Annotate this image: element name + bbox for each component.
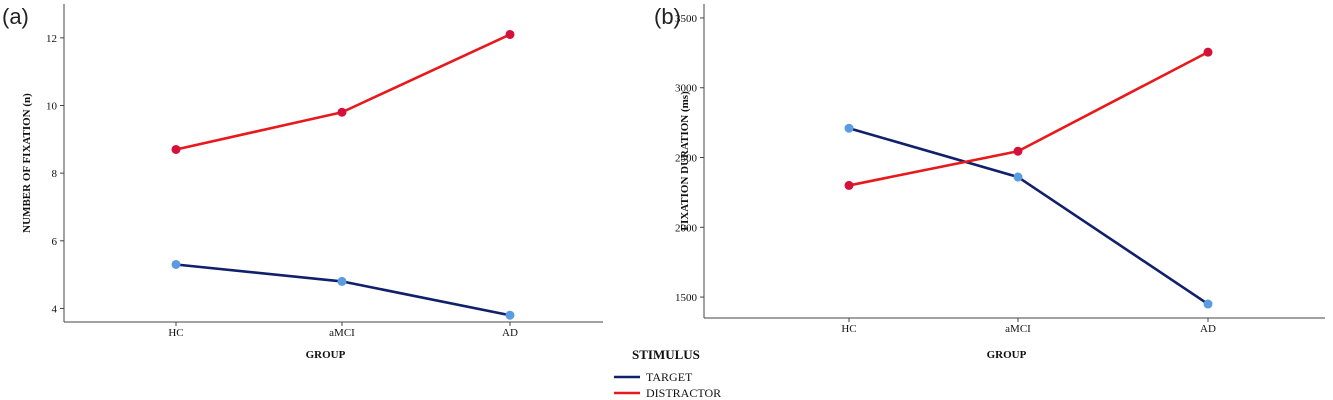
panel-a-point-distractor xyxy=(337,107,347,117)
legend-label-distractor: DISTRACTOR xyxy=(646,386,721,400)
chart-panels: (a) 4 6 8 10 12 HC aMCI AD GROUP NUMBER OF FIXATIO… xyxy=(2,4,1325,361)
panel-b-series-line-target xyxy=(848,126,1209,306)
panel-b-point-distractor xyxy=(1203,47,1213,57)
panel-a-x-axis-title: GROUP xyxy=(306,349,346,361)
panel-a-y-tick-label: 10 xyxy=(46,100,58,112)
panel-a-point-distractor xyxy=(171,144,181,154)
panel-a-series-line-distractor xyxy=(175,33,511,151)
panel-b-x-tick-label: AD xyxy=(1200,323,1216,335)
panel-a-x-tick-label: HC xyxy=(168,327,183,339)
panel-a-y-tick-label: 6 xyxy=(52,236,58,248)
panel-a-point-target xyxy=(171,259,181,269)
panel-b-x-tick-label: aMCI xyxy=(1005,323,1031,335)
panel-b-point-distractor xyxy=(1013,146,1023,156)
panel-b-y-tick-label: 2500 xyxy=(675,153,698,165)
panel-b-y-tick-label: 2000 xyxy=(675,222,698,234)
panel-b-point-target xyxy=(844,123,854,133)
legend: STIMULUS TARGET DISTRACTOR xyxy=(614,347,721,400)
panel-a-label: (a) xyxy=(2,4,29,29)
panel-a-point-target xyxy=(505,310,515,320)
legend-title: STIMULUS xyxy=(632,347,700,362)
panel-a: (a) 4 6 8 10 12 HC aMCI AD GROUP NUMBER OF FIXATIO… xyxy=(2,4,603,361)
panel-b-x-tick-label: HC xyxy=(841,323,856,335)
legend-label-target: TARGET xyxy=(646,370,693,384)
panel-a-y-axis-title: NUMBER OF FIXATION (n) xyxy=(21,93,33,233)
panel-b-point-target xyxy=(1013,172,1023,182)
panel-b-y-tick-label: 1500 xyxy=(675,292,698,304)
panel-a-y-tick-label: 8 xyxy=(52,168,58,180)
panel-a-x-tick-label: aMCI xyxy=(329,327,355,339)
panel-a-point-target xyxy=(337,276,347,286)
panel-b: (b) 1500 2000 2500 3000 3500 HC aMCI AD GROUP FIXA… xyxy=(654,4,1325,361)
panel-b-y-axis-title: FIXATION DURATION (ms) xyxy=(679,91,691,231)
panel-b-y-tick-label: 3500 xyxy=(675,13,698,25)
panel-b-point-distractor xyxy=(844,180,854,190)
panel-b-series-line-distractor xyxy=(848,50,1209,187)
panel-a-y-tick-label: 4 xyxy=(52,303,58,315)
panel-b-point-target xyxy=(1203,299,1213,309)
panel-b-label: (b) xyxy=(654,4,681,29)
panel-a-point-distractor xyxy=(505,29,515,39)
panel-a-series-line-target xyxy=(175,263,511,317)
panel-a-y-tick-label: 12 xyxy=(46,33,57,45)
panel-a-x-tick-label: AD xyxy=(502,327,518,339)
panel-b-x-axis-title: GROUP xyxy=(987,349,1027,361)
panel-b-y-tick-label: 3000 xyxy=(675,83,698,95)
